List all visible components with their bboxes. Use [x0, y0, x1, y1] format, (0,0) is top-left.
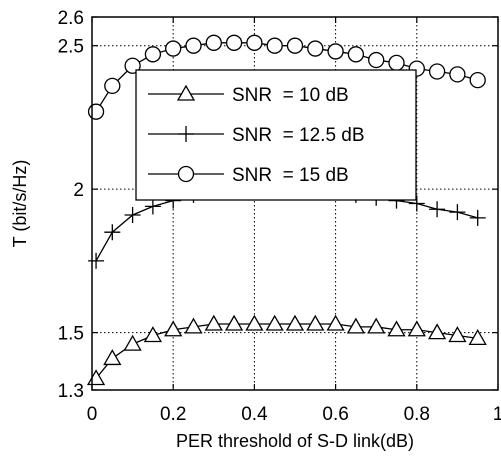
- circle-marker: [205, 34, 222, 51]
- triangle-marker: [245, 314, 264, 331]
- circle-marker: [246, 34, 263, 51]
- circle-marker: [428, 63, 446, 80]
- plus-marker: [469, 209, 486, 226]
- triangle-marker: [346, 317, 366, 334]
- x-tick-label: 0: [87, 404, 98, 425]
- y-tick-label: 2.6: [58, 8, 84, 29]
- legend-entry: SNR = 12.5 dB: [148, 125, 365, 146]
- circle-marker: [469, 71, 486, 89]
- series-circle: [87, 34, 486, 120]
- circle-marker: [368, 51, 385, 69]
- circle-marker: [388, 54, 405, 72]
- circle-marker: [144, 46, 162, 63]
- triangle-marker: [123, 334, 142, 351]
- tick-labels: 0 0.2 0.4 0.6 0.8 1 1.3 1.5 2 2.5 2.6: [58, 8, 501, 425]
- x-tick-label: 1: [493, 404, 501, 425]
- circle-marker: [286, 37, 304, 54]
- triangle-marker: [103, 349, 122, 366]
- triangle-marker: [468, 329, 487, 346]
- plus-marker: [449, 204, 466, 221]
- circle-marker: [104, 77, 121, 95]
- legend-entry: SNR = 15 dB: [148, 165, 349, 186]
- triangle-marker: [184, 317, 203, 334]
- triangle-marker: [407, 320, 426, 337]
- y-tick-label: 2.5: [58, 37, 84, 58]
- triangle-marker: [367, 317, 386, 334]
- triangle-marker: [176, 84, 196, 101]
- y-tick-label: 1.5: [58, 324, 84, 345]
- plus-marker: [178, 126, 194, 142]
- triangle-marker: [164, 320, 183, 337]
- y-axis-label: T (bit/s/Hz): [10, 160, 30, 248]
- triangle-marker: [224, 314, 244, 331]
- triangle-marker: [204, 314, 223, 331]
- triangle-marker: [265, 314, 284, 331]
- circle-marker: [327, 43, 344, 60]
- circle-marker: [185, 37, 202, 54]
- x-axis-label: PER threshold of S-D link(dB): [176, 431, 414, 451]
- circle-marker: [449, 66, 466, 83]
- plus-marker: [88, 252, 105, 269]
- triangle-marker: [143, 326, 163, 343]
- y-tick-label: 1.3: [58, 381, 84, 402]
- plus-marker: [408, 195, 425, 212]
- legend: SNR = 10 dB SNR = 12.5 dB SNR = 15 dB: [135, 69, 417, 201]
- triangle-marker: [326, 314, 345, 331]
- circle-marker: [225, 34, 243, 51]
- x-tick-label: 0.2: [160, 404, 186, 425]
- legend-label: SNR = 12.5 dB: [232, 125, 365, 146]
- plot-frame: [91, 16, 499, 391]
- triangle-marker: [285, 314, 305, 331]
- circle-marker: [347, 46, 365, 63]
- y-tick-label: 2: [73, 180, 84, 201]
- triangle-marker: [427, 323, 447, 340]
- circle-marker: [165, 40, 182, 57]
- circle-marker: [307, 40, 324, 57]
- x-tick-label: 0.8: [404, 404, 430, 425]
- x-tick-label: 0.6: [322, 404, 348, 425]
- plus-marker: [104, 224, 121, 241]
- triangle-marker: [387, 320, 406, 337]
- plus-marker: [429, 201, 446, 218]
- circle-marker: [177, 165, 195, 183]
- triangle-marker: [448, 326, 467, 343]
- triangle-marker: [306, 314, 325, 331]
- legend-entry: SNR = 10 dB: [148, 84, 349, 106]
- plus-marker: [144, 198, 161, 215]
- legend-label: SNR = 10 dB: [232, 85, 349, 106]
- x-tick-label: 0.4: [241, 404, 268, 425]
- circle-marker: [266, 37, 283, 54]
- plus-marker: [124, 206, 141, 223]
- legend-label: SNR = 15 dB: [232, 165, 349, 186]
- circle-marker: [87, 103, 105, 120]
- series-triangle: [86, 314, 487, 386]
- series-layer: [86, 34, 487, 386]
